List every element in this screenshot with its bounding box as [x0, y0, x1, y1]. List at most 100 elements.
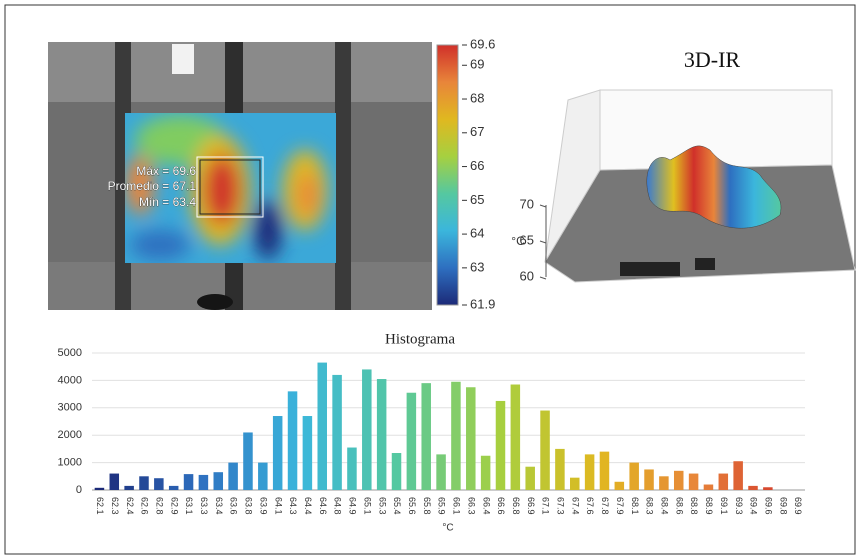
x-tick-label: 69.9 [793, 497, 803, 515]
x-tick-label: 67.8 [600, 497, 610, 515]
bar [377, 379, 387, 490]
bar [763, 487, 773, 490]
bar [392, 453, 402, 490]
x-tick-label: 66.6 [496, 497, 506, 515]
y-tick-label: 0 [76, 484, 82, 496]
x-tick-label: 68.3 [645, 497, 655, 515]
bar [154, 478, 164, 490]
colorbar-tick-label: 65 [470, 192, 484, 207]
x-tick-label: 64.4 [303, 497, 313, 515]
bar [332, 375, 342, 490]
x-tick-label: 68.8 [689, 497, 699, 515]
bar [451, 382, 461, 490]
x-axis-label: °C [442, 523, 453, 534]
bar [481, 456, 491, 490]
colorbar [437, 45, 458, 305]
bar [555, 449, 565, 490]
bar [629, 463, 639, 490]
x-tick-label: 68.1 [630, 497, 640, 515]
bar [644, 469, 654, 490]
colorbar-tick-label: 66 [470, 158, 484, 173]
z-tick-label: 70 [520, 196, 534, 211]
x-tick-label: 65.6 [407, 497, 417, 515]
x-tick-label: 64.6 [318, 497, 328, 515]
x-tick-label: 62.9 [169, 497, 179, 515]
annotation: Promedio = 67.1 [108, 179, 197, 193]
y-tick-label: 5000 [58, 347, 82, 359]
x-tick-label: 66.8 [511, 497, 521, 515]
colorbar-tick-label: 68 [470, 90, 484, 105]
y-tick-label: 2000 [58, 429, 82, 441]
annotation: Mín = 63.4 [139, 195, 196, 209]
x-tick-label: 66.4 [481, 497, 491, 515]
x-tick-label: 63.1 [184, 497, 194, 515]
x-tick-label: 66.9 [526, 497, 536, 515]
figure: 3D-IR °C Histograma °C 69.66968676665646… [0, 0, 862, 560]
x-tick-label: 64.3 [288, 497, 298, 515]
bar [139, 476, 149, 490]
bar [184, 474, 194, 490]
x-tick-label: 62.4 [125, 497, 135, 515]
x-tick-label: 64.8 [333, 497, 343, 515]
x-tick-label: 62.1 [95, 497, 105, 515]
bar [407, 393, 417, 490]
bar [748, 486, 758, 490]
bar [674, 471, 684, 490]
x-tick-label: 67.4 [570, 497, 580, 515]
bar [600, 452, 610, 490]
x-tick-label: 63.4 [214, 497, 224, 515]
x-tick-label: 63.8 [244, 497, 254, 515]
bar [169, 486, 179, 490]
bar [615, 482, 625, 490]
annotation: Máx = 69.6 [136, 164, 196, 178]
y-tick-label: 3000 [58, 402, 82, 414]
bar [570, 478, 580, 490]
x-tick-label: 66.3 [466, 497, 476, 515]
bar [95, 488, 105, 490]
colorbar-tick-label: 61.9 [470, 296, 495, 311]
bar [436, 454, 446, 490]
histogram-title: Histograma [385, 331, 455, 347]
x-tick-label: 63.9 [258, 497, 268, 515]
z-tick [540, 205, 546, 207]
bar [496, 401, 506, 490]
x-tick-label: 62.3 [110, 497, 120, 515]
colorbar-tick-label: 67 [470, 124, 484, 139]
x-tick-label: 65.1 [362, 497, 372, 515]
bar [511, 385, 521, 490]
bar [258, 463, 268, 490]
bar [347, 448, 357, 490]
x-tick-label: 68.9 [704, 497, 714, 515]
bar [303, 416, 313, 490]
x-tick-label: 63.6 [229, 497, 239, 515]
x-tick-label: 69.6 [763, 497, 773, 515]
bar [689, 474, 699, 490]
y-tick-label: 4000 [58, 374, 82, 386]
x-tick-label: 65.3 [377, 497, 387, 515]
z-tick-label: 60 [520, 268, 534, 283]
bar [228, 463, 238, 490]
x-tick-label: 69.8 [778, 497, 788, 515]
thermal-image [48, 42, 432, 310]
z-tick-label: 65 [520, 232, 534, 247]
y-tick-label: 1000 [58, 457, 82, 469]
x-tick-label: 62.8 [154, 497, 164, 515]
x-tick-label: 62.6 [140, 497, 150, 515]
bar [719, 474, 729, 490]
x-tick-label: 66.1 [452, 497, 462, 515]
colorbar-tick-label: 64 [470, 226, 484, 241]
x-tick-label: 68.4 [660, 497, 670, 515]
x-tick-label: 64.1 [273, 497, 283, 515]
x-tick-label: 65.9 [437, 497, 447, 515]
bar [540, 411, 550, 490]
bar [243, 432, 253, 490]
bar [199, 475, 209, 490]
colorbar-tick-label: 69 [470, 57, 484, 72]
bar [362, 369, 372, 490]
colorbar-tick-label: 63 [470, 259, 484, 274]
x-tick-label: 67.1 [541, 497, 551, 515]
bar [317, 363, 327, 490]
x-tick-label: 69.3 [734, 497, 744, 515]
bar [733, 461, 743, 490]
bar [525, 467, 535, 490]
